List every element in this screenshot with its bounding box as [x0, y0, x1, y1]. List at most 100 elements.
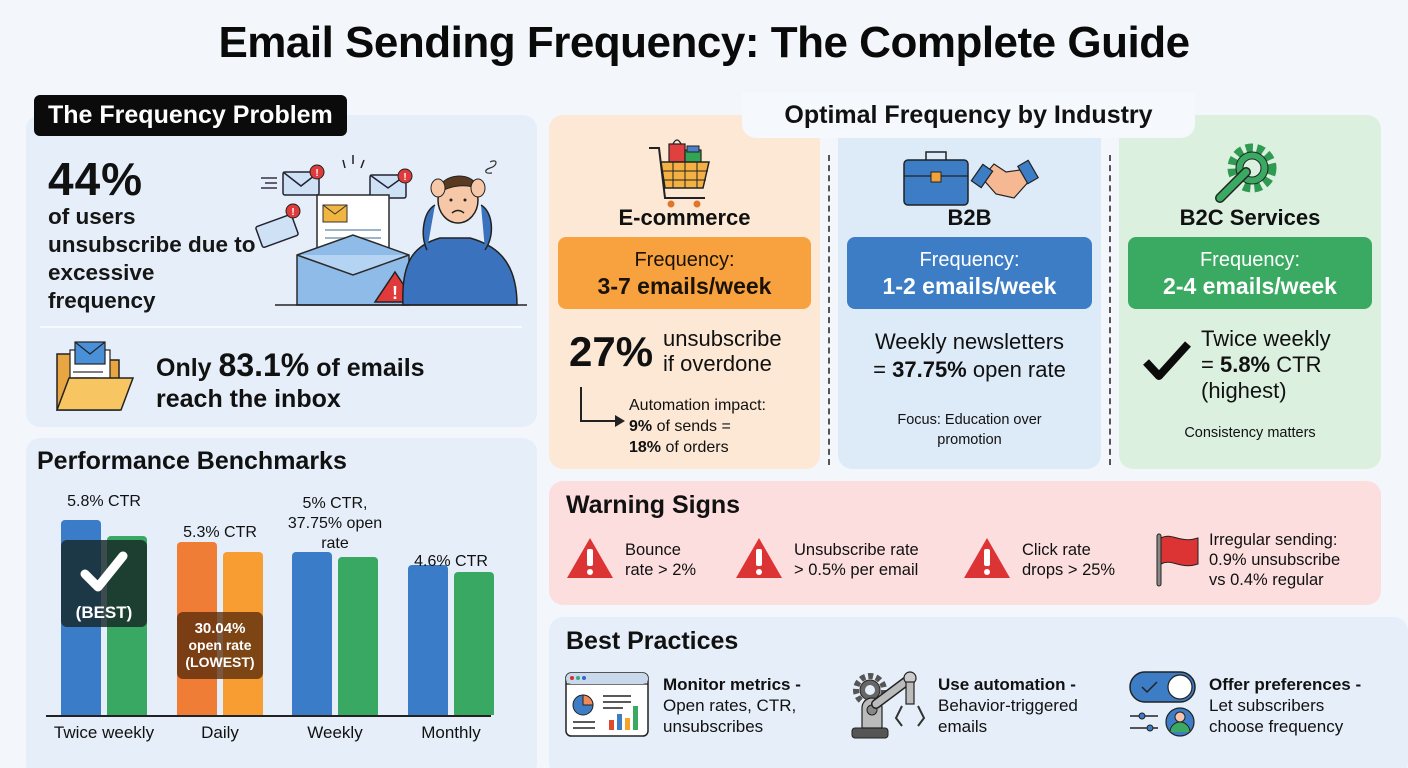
- chart-bar: [454, 572, 494, 715]
- chart-bar: [338, 557, 378, 715]
- best-practice-head: Use automation -: [938, 675, 1076, 694]
- inbox-suffix: of emails: [309, 354, 425, 382]
- ecommerce-card: E-commerce Frequency: 3-7 emails/week: [549, 115, 820, 469]
- inbox-rate-text: Only 83.1% of emails reach the inbox: [156, 347, 425, 415]
- warning-item-line2: > 0.5% per email: [794, 561, 919, 579]
- warning-item-line2: drops > 25%: [1022, 561, 1116, 579]
- inbox-folder-icon: [55, 341, 135, 411]
- ecommerce-automation-text: Automation impact: 9% of sends = 18% of …: [629, 395, 766, 458]
- ecommerce-unsub-stat: 27%: [569, 328, 654, 375]
- b2b-card: B2B Frequency: 1-2 emails/week: [838, 115, 1101, 469]
- metrics-dashboard-icon: [565, 672, 649, 737]
- dashed-divider: [828, 155, 830, 465]
- ecommerce-frequency-pill: Frequency: 3-7 emails/week: [558, 237, 811, 309]
- x-axis-label: Daily: [201, 723, 239, 742]
- b2b-freq-value: 1-2 emails/week: [882, 273, 1057, 299]
- best-practice-item: Monitor metrics - Open rates, CTR, unsub…: [663, 674, 801, 737]
- b2c-frequency-pill: Frequency: 2-4 emails/week: [1128, 237, 1372, 309]
- warning-title: Warning Signs: [566, 491, 741, 519]
- warning-triangle-icon: [736, 538, 782, 578]
- warning-item-line1: Bounce: [625, 541, 681, 559]
- chart-bar: [292, 552, 332, 715]
- warning-panel: [549, 481, 1381, 605]
- email-envelope-icon: !: [261, 164, 325, 196]
- best-practice-line2: unsubscribes: [663, 717, 764, 736]
- warning-triangle-icon: [567, 538, 613, 578]
- checkmark-icon: [1143, 341, 1191, 380]
- best-practice-line2: emails: [938, 717, 988, 736]
- warning-item: Bounce rate > 2%: [625, 540, 696, 580]
- ecommerce-unsub-text: unsubscribe if overdone: [663, 326, 782, 376]
- warning-triangle-icon: [964, 538, 1010, 578]
- chart-axis: [46, 715, 491, 717]
- shopping-cart-icon: [649, 139, 710, 208]
- b2c-line3: (highest): [1201, 378, 1287, 403]
- svg-text:!: !: [392, 283, 398, 303]
- best-practice-line1: Let subscribers: [1209, 696, 1325, 715]
- warning-item: Irregular sending: 0.9% unsubscribe vs 0…: [1209, 530, 1340, 590]
- arrow-icon: [580, 387, 625, 427]
- svg-text:!: !: [291, 207, 294, 218]
- warning-item: Unsubscribe rate > 0.5% per email: [794, 540, 919, 580]
- b2b-line2-post: open rate: [966, 357, 1066, 382]
- b2b-focus-text: Focus: Education over promotion: [838, 410, 1101, 450]
- b2b-frequency-pill: Frequency: 1-2 emails/week: [847, 237, 1092, 309]
- unsubscribe-stat: 44%: [48, 153, 144, 205]
- red-flag-icon: [1156, 533, 1199, 587]
- b2b-name: B2B: [947, 205, 992, 230]
- b2c-note: Consistency matters: [1184, 425, 1316, 441]
- industry-title: Optimal Frequency by Industry: [742, 92, 1195, 138]
- best-practice-item: Use automation - Behavior-triggered emai…: [938, 674, 1078, 737]
- inbox-pct: 83.1%: [218, 347, 310, 383]
- b2b-line1: Weekly newsletters: [874, 329, 1065, 354]
- ecommerce-name: E-commerce: [618, 205, 751, 230]
- b2b-newsletter-text: Weekly newsletters = 37.75% open rate: [838, 328, 1101, 384]
- best-practices-panel: [549, 617, 1408, 768]
- b2c-line1: Twice weekly: [1201, 326, 1331, 351]
- warning-item-line2: 0.9% unsubscribe: [1209, 551, 1341, 569]
- automation-b1: 9%: [629, 418, 653, 435]
- b2c-card: B2C Services Frequency: 2-4 emails/week: [1119, 115, 1381, 469]
- ecommerce-freq-value: 3-7 emails/week: [597, 273, 772, 299]
- lowest-label-1: 30.04%: [194, 620, 246, 637]
- b2b-freq-label: Frequency:: [919, 249, 1020, 271]
- warning-item-line1: Unsubscribe rate: [794, 541, 919, 559]
- best-overlay: (BEST): [61, 540, 147, 627]
- bar-annotation: 4.6% CTR: [414, 553, 488, 570]
- best-practice-line1: Behavior-triggered: [938, 696, 1078, 715]
- b2b-line2-b: 37.75%: [892, 357, 967, 382]
- bar-annotation: 5.3% CTR: [183, 524, 257, 541]
- best-practice-head: Offer preferences -: [1209, 675, 1362, 694]
- benchmarks-title: Performance Benchmarks: [37, 447, 347, 475]
- x-axis-label: Monthly: [421, 723, 481, 742]
- ecommerce-unsub-line1: unsubscribe: [663, 326, 782, 351]
- svg-text:!: !: [315, 168, 318, 179]
- warning-item-line2: rate > 2%: [625, 561, 697, 579]
- x-axis-label: Twice weekly: [53, 723, 155, 742]
- warning-item: Click rate drops > 25%: [1022, 540, 1115, 580]
- automation-line3: of orders: [661, 439, 729, 456]
- lowest-label-2: open rate: [188, 637, 252, 653]
- preferences-toggle-icon: [1129, 671, 1196, 737]
- unsubscribe-stat-text: of users unsubscribe due to excessive fr…: [48, 204, 256, 313]
- lowest-overlay: 30.04% open rate (LOWEST): [177, 612, 263, 679]
- best-label: (BEST): [75, 603, 133, 622]
- inbox-prefix: Only: [156, 354, 219, 382]
- gear-wrench-icon: [1215, 143, 1277, 203]
- robot-arm-icon: [851, 671, 926, 739]
- x-axis-label: Weekly: [307, 723, 363, 742]
- automation-b2: 18%: [629, 439, 662, 456]
- b2c-freq-label: Frequency:: [1199, 249, 1301, 271]
- page-title: Email Sending Frequency: The Complete Gu…: [218, 18, 1190, 67]
- lowest-label-3: (LOWEST): [185, 654, 255, 670]
- best-practice-head: Monitor metrics -: [663, 675, 801, 694]
- section-divider: [40, 326, 522, 328]
- warning-item-line1: Click rate: [1022, 541, 1091, 559]
- inbox-line2: reach the inbox: [156, 385, 341, 413]
- best-practice-item: Offer preferences - Let subscribers choo…: [1209, 674, 1361, 737]
- warning-item-line1: Irregular sending:: [1209, 531, 1338, 549]
- b2b-focus: Focus: Education over promotion: [897, 412, 1042, 448]
- automation-line1: Automation impact:: [629, 397, 766, 414]
- bar-annotation: 5% CTR, 37.75% open rate: [287, 495, 383, 552]
- frequency-problem-tag: The Frequency Problem: [34, 95, 347, 136]
